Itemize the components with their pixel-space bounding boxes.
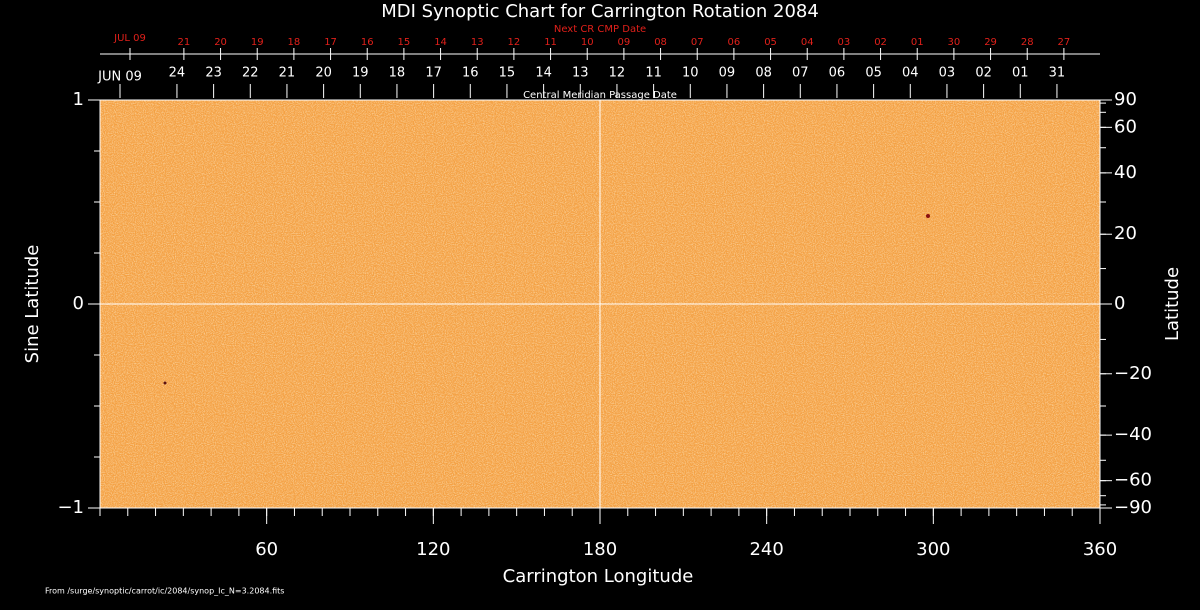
cmp-tick-label: 18 <box>389 66 406 81</box>
x-tick-label: 240 <box>749 539 783 560</box>
next-cmp-tick-label: 30 <box>948 37 961 48</box>
next-cmp-tick-label: JUL 09 <box>113 33 146 44</box>
next-cmp-title: Next CR CMP Date <box>554 24 646 35</box>
y2-tick-label: 20 <box>1114 223 1137 244</box>
next-cmp-tick-label: 06 <box>728 37 741 48</box>
sunspot <box>926 214 930 218</box>
y2-tick-label: −20 <box>1114 363 1152 384</box>
next-cmp-tick-label: 04 <box>801 37 814 48</box>
x-tick-label: 60 <box>255 539 278 560</box>
y2-tick-label: 0 <box>1114 293 1125 314</box>
cmp-tick-label: 15 <box>499 66 516 81</box>
x-tick-label: 120 <box>416 539 450 560</box>
cmp-tick-label: 14 <box>535 66 552 81</box>
cmp-tick-label: 17 <box>425 66 442 81</box>
cmp-tick-label: 02 <box>975 66 992 81</box>
y2-tick-label: −40 <box>1114 424 1152 445</box>
next-cmp-tick-label: 21 <box>178 37 191 48</box>
y-axis-label: Sine Latitude <box>22 245 43 364</box>
cmp-tick-label: 16 <box>462 66 479 81</box>
chart-title: MDI Synoptic Chart for Carrington Rotati… <box>381 1 819 22</box>
cmp-tick-label: 11 <box>645 66 662 81</box>
next-cmp-tick-label: 10 <box>581 37 594 48</box>
next-cmp-tick-label: 05 <box>764 37 777 48</box>
cmp-tick-label: 04 <box>902 66 919 81</box>
x-axis-label: Carrington Longitude <box>503 566 694 587</box>
cmp-tick-label: 03 <box>939 66 956 81</box>
next-cmp-tick-label: 19 <box>251 37 264 48</box>
cmp-tick-label: 09 <box>719 66 736 81</box>
next-cmp-tick-label: 28 <box>1021 37 1034 48</box>
next-cmp-tick-label: 01 <box>911 37 924 48</box>
next-cmp-tick-label: 14 <box>434 37 447 48</box>
next-cmp-tick-label: 07 <box>691 37 704 48</box>
next-cmp-tick-label: 15 <box>398 37 411 48</box>
next-cmp-tick-label: 27 <box>1058 37 1071 48</box>
next-cmp-tick-label: 08 <box>654 37 667 48</box>
cmp-title: Central Meridian Passage Date <box>523 90 677 101</box>
cmp-tick-label: JUN 09 <box>97 70 142 85</box>
y-tick-label: 1 <box>73 89 84 110</box>
y2-axis-label: Latitude <box>1162 267 1183 341</box>
next-cmp-tick-label: 11 <box>544 37 557 48</box>
y2-tick-label: 90 <box>1114 89 1137 110</box>
cmp-tick-label: 12 <box>609 66 626 81</box>
next-cmp-tick-label: 03 <box>838 37 851 48</box>
x-tick-label: 360 <box>1083 539 1117 560</box>
cmp-tick-label: 05 <box>865 66 882 81</box>
next-cmp-tick-label: 29 <box>984 37 997 48</box>
cmp-tick-label: 23 <box>205 66 222 81</box>
cmp-tick-label: 31 <box>1049 66 1066 81</box>
cmp-tick-label: 21 <box>279 66 296 81</box>
y-tick-label: −1 <box>57 497 84 518</box>
footer: From /surge/synoptic/carrot/ic/2084/syno… <box>45 587 284 596</box>
cmp-tick-label: 10 <box>682 66 699 81</box>
cmp-tick-label: 22 <box>242 66 259 81</box>
y2-tick-label: −90 <box>1114 497 1152 518</box>
x-tick-label: 300 <box>916 539 950 560</box>
sunspot <box>163 381 167 385</box>
cmp-tick-label: 19 <box>352 66 369 81</box>
cmp-tick-label: 24 <box>169 66 186 81</box>
y-tick-label: 0 <box>73 293 84 314</box>
next-cmp-tick-label: 12 <box>508 37 521 48</box>
y2-tick-label: 60 <box>1114 116 1137 137</box>
next-cmp-tick-label: 13 <box>471 37 484 48</box>
next-cmp-tick-label: 17 <box>324 37 337 48</box>
cmp-tick-label: 08 <box>755 66 772 81</box>
next-cmp-tick-label: 02 <box>874 37 887 48</box>
y2-tick-label: −60 <box>1114 470 1152 491</box>
cmp-tick-label: 20 <box>315 66 332 81</box>
next-cmp-tick-label: 18 <box>288 37 301 48</box>
next-cmp-tick-label: 16 <box>361 37 374 48</box>
cmp-tick-label: 13 <box>572 66 589 81</box>
x-tick-label: 180 <box>583 539 617 560</box>
next-cmp-tick-label: 09 <box>618 37 631 48</box>
cmp-tick-label: 06 <box>829 66 846 81</box>
cmp-tick-label: 07 <box>792 66 809 81</box>
y2-tick-label: 40 <box>1114 162 1137 183</box>
next-cmp-tick-label: 20 <box>214 37 227 48</box>
cmp-tick-label: 01 <box>1012 66 1029 81</box>
